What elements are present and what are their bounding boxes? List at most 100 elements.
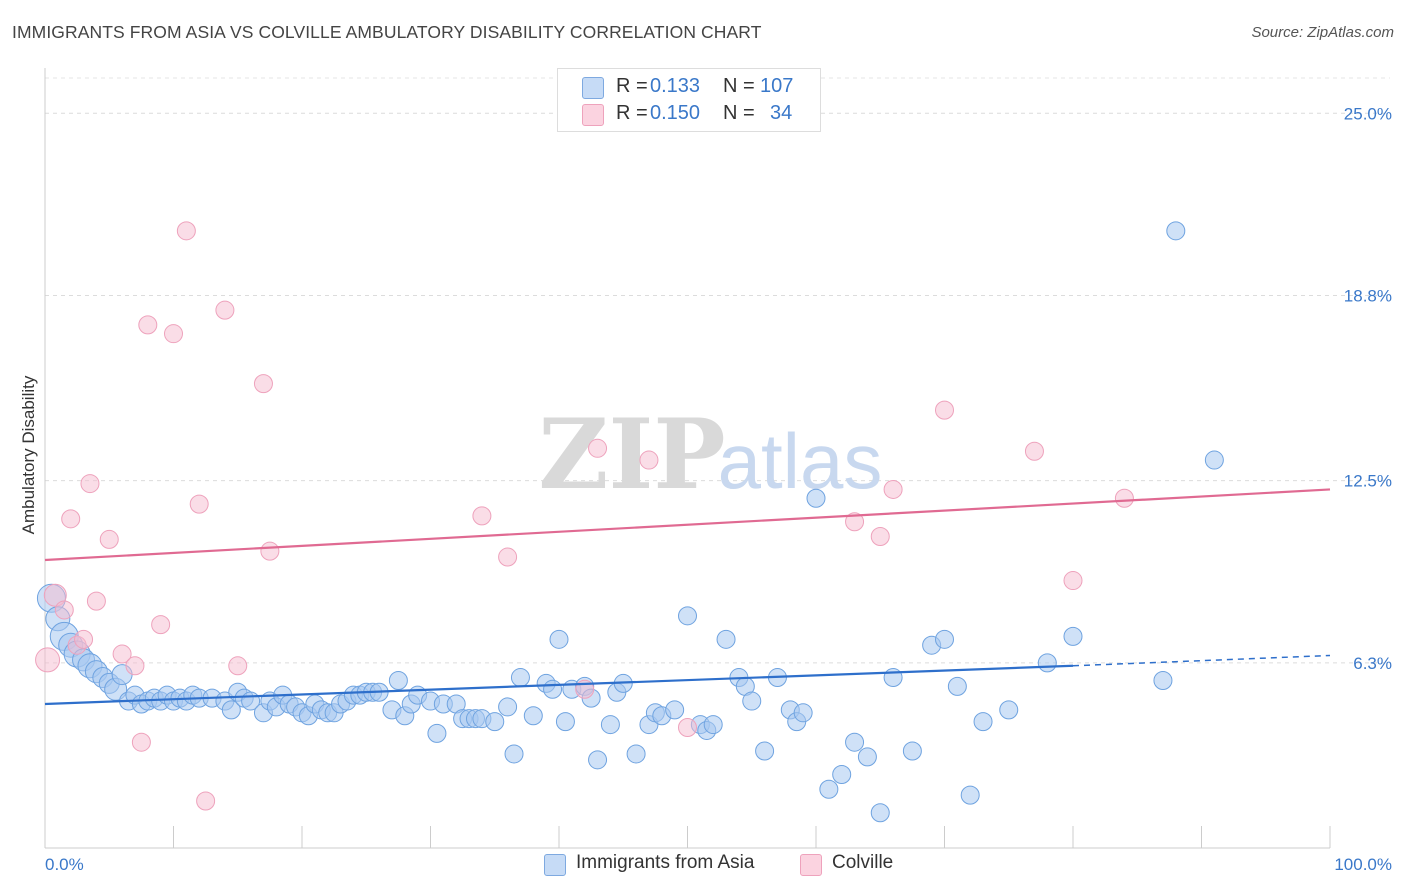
point-asia [555,712,575,732]
point-asia [665,700,685,720]
legend-swatch-colville [582,104,604,126]
watermark-atlas: atlas [718,417,883,505]
point-asia [388,670,408,690]
point-colville [151,615,171,635]
y-tick-label: 25.0% [1344,104,1392,123]
point-asia [857,747,877,767]
point-asia [626,744,646,764]
point-colville [639,450,659,470]
point-asia [716,629,736,649]
point-asia [1153,670,1173,690]
point-asia [819,779,839,799]
y-tick-label: 12.5% [1344,472,1392,491]
point-colville [138,315,158,335]
y-axis-label: Ambulatory Disability [19,375,38,534]
point-colville [86,591,106,611]
point-colville [131,732,151,752]
point-asia [973,712,993,732]
point-colville [870,526,890,546]
chart-title: IMMIGRANTS FROM ASIA VS COLVILLE AMBULAT… [12,22,762,42]
x-tick-label: 0.0% [45,855,84,874]
point-colville [260,541,280,561]
point-asia [485,712,505,732]
legend-swatch-colville [800,854,822,876]
point-asia [935,629,954,649]
legend-n-value: 34 [770,102,793,124]
point-colville [54,600,74,620]
point-colville [189,494,209,514]
point-colville [215,300,235,320]
correlation-legend: R = 0.133 N = 107 R = 0.150 N = 34 [557,68,821,132]
point-asia [755,741,775,761]
legend-r-value: 0.150 [650,102,701,124]
point-asia [742,691,762,711]
trendline-asia-extension [1072,654,1331,667]
point-asia [221,700,241,720]
point-asia [999,700,1019,720]
point-colville [74,629,94,649]
point-colville [845,512,865,532]
point-asia [793,703,813,723]
point-colville [498,547,518,567]
legend-r-label: R = [616,75,654,97]
point-colville [883,479,903,499]
legend-n-value: 107 [760,75,794,97]
point-colville [228,656,248,676]
point-asia [543,679,563,699]
point-asia [1037,653,1057,673]
point-asia [1063,626,1083,646]
point-colville [196,791,216,811]
point-colville [99,529,119,549]
trendline-colville [44,488,1331,562]
point-colville [1063,571,1083,591]
point-asia [498,697,518,717]
legend-label-colville: Colville [832,852,894,873]
legend-label-asia: Immigrants from Asia [576,852,755,873]
legend-r-label: R = [616,102,654,124]
watermark-zip: ZIP [538,398,725,511]
point-colville [61,509,81,529]
legend-n-label: N = [723,102,761,124]
point-colville [935,400,954,420]
point-asia [806,488,826,508]
point-asia [960,785,980,805]
point-colville [253,374,273,394]
point-asia [678,606,697,626]
point-colville [35,647,61,673]
point-asia [523,706,543,726]
y-tick-label: 18.8% [1344,286,1392,305]
point-asia [845,732,865,752]
point-colville [164,324,183,344]
point-asia [504,744,524,764]
y-tick-label: 6.3% [1353,654,1392,673]
legend-swatch-asia [582,77,604,99]
point-colville [1114,488,1134,508]
point-asia [703,715,723,735]
legend-n-label: N = [723,75,761,97]
point-asia [588,750,608,770]
source-label: Source: ZipAtlas.com [1251,24,1394,41]
point-asia [1204,450,1224,470]
point-asia [1166,221,1186,241]
x-tick-label: 100.0% [1334,855,1392,874]
point-colville [472,506,492,526]
point-asia [902,741,922,761]
point-colville [1024,441,1044,461]
legend-swatch-asia [544,854,566,876]
point-colville [176,221,196,241]
trendline-asia [44,664,1074,706]
point-asia [427,723,447,743]
point-colville [112,644,132,664]
point-colville [678,718,697,738]
point-colville [125,656,145,676]
point-asia [870,803,890,823]
point-asia [832,765,852,785]
point-asia [510,668,530,688]
point-asia [549,629,569,649]
legend-r-value: 0.133 [650,75,701,97]
point-colville [43,583,67,607]
point-asia [947,676,967,696]
point-colville [588,438,608,458]
point-colville [80,474,100,494]
